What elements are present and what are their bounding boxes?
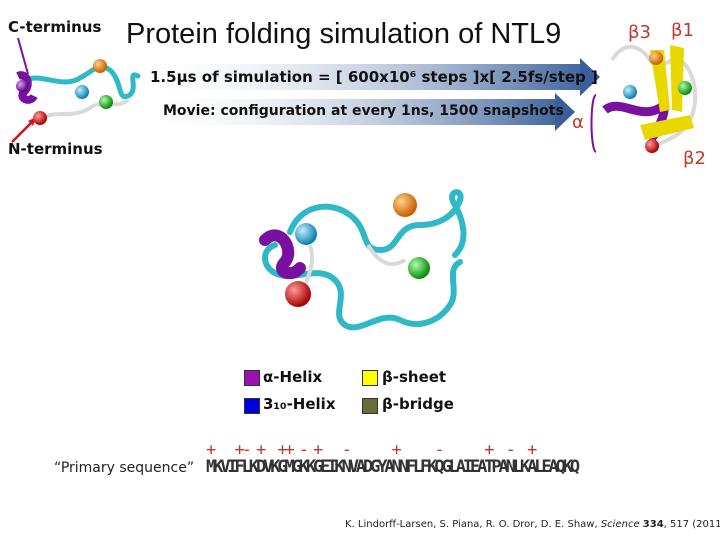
citation: K. Lindorff-Larsen, S. Piana, R. O. Dror… xyxy=(345,519,720,530)
legend-label-alpha-helix: α-Helix xyxy=(263,368,323,386)
legend-swatch-beta-bridge xyxy=(362,398,378,414)
beta2-label: β2 xyxy=(683,148,706,169)
beta3-label: β3 xyxy=(628,22,651,43)
legend-label-310-helix: 3₁₀-Helix xyxy=(263,395,336,413)
legend-label-beta-bridge: β-bridge xyxy=(382,395,454,413)
simulation-arrow xyxy=(145,58,600,96)
legend-label-beta-sheet: β-sheet xyxy=(382,368,447,386)
movie-arrow xyxy=(155,93,575,131)
c-terminus-pointer xyxy=(17,37,29,75)
legend: α-Helix β-sheet 3₁₀-Helix β-bridge xyxy=(244,368,484,418)
charge-markers: + +- + ++ - + - + - + - + xyxy=(206,440,537,460)
alpha-label: α xyxy=(572,112,584,133)
beta1-label: β1 xyxy=(671,20,694,41)
c-terminus-label: C-terminus xyxy=(8,18,102,36)
citation-authors: K. Lindorff-Larsen, S. Piana, R. O. Dror… xyxy=(345,519,601,530)
protein-small-left xyxy=(16,59,141,125)
citation-volume: 334 xyxy=(642,519,664,530)
n-terminus-label: N-terminus xyxy=(8,140,103,158)
alpha-bracket xyxy=(590,94,597,153)
protein-small-right xyxy=(602,44,698,153)
sequence-residues: MKVIFLKDVKGMGKKGEIKNVADGYANNFLFKQGLAIEAT… xyxy=(206,457,580,477)
citation-journal: Science xyxy=(600,519,640,530)
n-terminus-pointer xyxy=(11,117,36,143)
simulation-text: 1.5μs of simulation = [ 600x10⁶ steps ]x… xyxy=(150,68,598,86)
primary-sequence-label: “Primary sequence” xyxy=(54,460,195,476)
citation-pages: , 517 (2011) xyxy=(663,519,720,530)
page-title: Protein folding simulation of NTL9 xyxy=(126,18,562,50)
protein-large-center xyxy=(259,189,467,331)
legend-swatch-beta-sheet xyxy=(362,370,378,386)
legend-swatch-alpha-helix xyxy=(244,370,260,386)
movie-text: Movie: configuration at every 1ns, 1500 … xyxy=(163,103,564,119)
legend-swatch-310-helix xyxy=(244,398,260,414)
